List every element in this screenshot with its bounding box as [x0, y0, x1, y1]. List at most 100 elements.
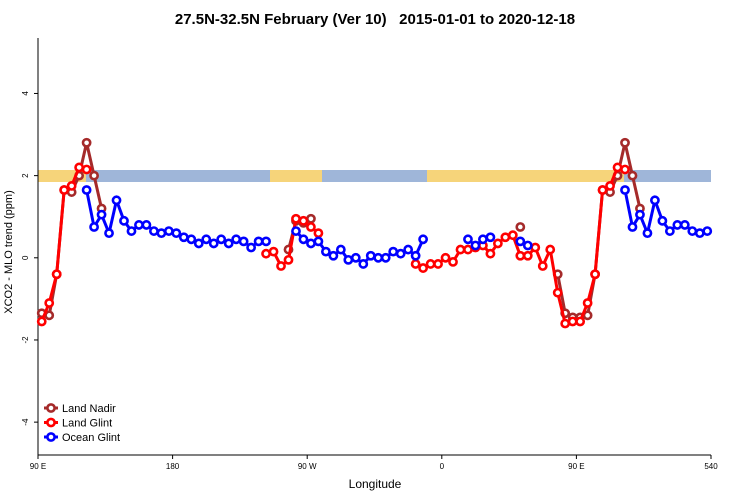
x-tick-label: 540	[704, 462, 718, 471]
x-tick-label: 180	[166, 462, 180, 471]
legend-marker	[46, 432, 56, 442]
data-point	[440, 252, 451, 263]
data-point	[620, 164, 630, 175]
data-point	[485, 248, 496, 259]
data-point	[650, 195, 660, 206]
data-point	[156, 228, 167, 239]
data-point	[178, 232, 189, 243]
data-point	[679, 220, 690, 230]
y-tick-label: 0	[21, 255, 30, 260]
data-point	[36, 316, 47, 327]
data-point	[291, 213, 301, 224]
data-point	[605, 181, 615, 191]
data-point	[111, 195, 122, 206]
y-tick-label: -4	[21, 418, 30, 426]
data-point	[51, 269, 62, 280]
y-axis-label: XCO2 - MLO trend (ppm)	[3, 190, 15, 313]
data-point	[306, 222, 316, 232]
data-point	[163, 226, 174, 236]
data-point	[193, 238, 204, 249]
y-tick-label: 4	[21, 91, 30, 96]
data-point	[515, 250, 526, 261]
data-point	[433, 259, 443, 269]
data-point	[694, 228, 705, 239]
chart-title: 27.5N-32.5N February (Ver 10) 2015-01-01…	[175, 11, 575, 28]
data-point	[455, 244, 466, 255]
data-point	[298, 215, 309, 226]
data-point	[313, 236, 324, 247]
data-point	[343, 254, 354, 265]
legend-label: Ocean Glint	[62, 432, 120, 444]
map-strip	[38, 170, 711, 182]
data-point	[328, 250, 339, 261]
data-point	[500, 232, 511, 243]
data-point	[216, 234, 227, 245]
x-axis-label: Longitude	[349, 477, 402, 491]
data-point	[380, 252, 391, 263]
data-point	[373, 252, 384, 263]
x-tick-label: 0	[440, 462, 445, 471]
data-point	[223, 238, 234, 249]
data-point	[522, 250, 533, 261]
data-point	[246, 242, 257, 253]
data-point	[612, 162, 623, 173]
data-point	[320, 246, 331, 257]
data-point	[590, 269, 600, 280]
data-point	[388, 246, 399, 257]
data-point	[515, 236, 526, 247]
data-point	[268, 246, 279, 257]
data-point	[515, 222, 526, 232]
data-point	[657, 215, 668, 226]
data-point	[448, 257, 458, 267]
y-tick-label: 2	[21, 173, 30, 178]
data-point	[463, 244, 473, 255]
data-point	[470, 240, 481, 251]
data-point	[702, 226, 713, 236]
data-point	[425, 259, 436, 269]
y-tick-label: -2	[21, 336, 30, 344]
legend-label: Land Glint	[62, 418, 112, 430]
data-point	[283, 254, 294, 265]
data-point	[81, 164, 92, 175]
data-point	[276, 261, 286, 271]
data-point	[418, 263, 429, 273]
data-point	[530, 242, 541, 253]
data-point	[149, 226, 159, 236]
data-point	[261, 248, 271, 259]
data-point	[642, 228, 653, 239]
legend-label: Land Nadir	[62, 403, 116, 415]
data-point	[567, 316, 578, 327]
data-point	[306, 213, 316, 224]
data-point	[410, 250, 421, 261]
data-point	[395, 248, 406, 259]
data-point	[291, 226, 301, 236]
data-point	[306, 238, 316, 249]
land-strip	[427, 170, 624, 182]
data-point	[410, 259, 421, 269]
data-point	[627, 170, 638, 181]
data-point	[171, 228, 182, 239]
data-point	[597, 185, 608, 195]
data-point	[253, 236, 264, 247]
data-point	[96, 209, 107, 220]
data-point	[201, 234, 212, 245]
data-point	[126, 226, 137, 236]
data-point	[507, 230, 518, 241]
data-point	[134, 220, 144, 230]
data-point	[119, 215, 129, 226]
data-point	[418, 234, 429, 245]
x-tick-label: 90 W	[298, 462, 317, 471]
data-point	[672, 220, 683, 230]
data-point	[238, 236, 249, 247]
data-point	[335, 244, 346, 255]
data-point	[537, 261, 548, 271]
data-point	[463, 234, 473, 245]
data-point	[298, 234, 309, 245]
data-point	[545, 244, 556, 255]
data-point	[74, 162, 85, 173]
data-point	[522, 240, 533, 251]
data-point	[81, 185, 92, 195]
legend-marker	[46, 417, 56, 428]
data-point	[635, 209, 645, 220]
